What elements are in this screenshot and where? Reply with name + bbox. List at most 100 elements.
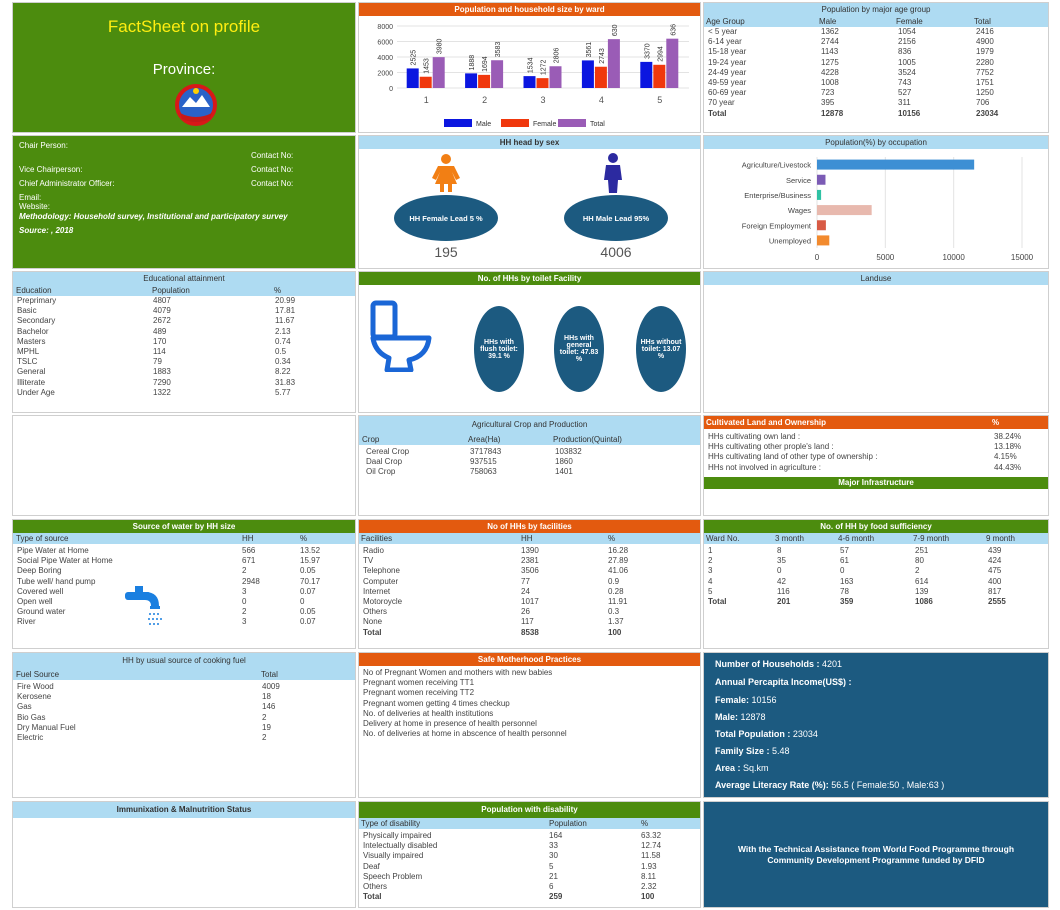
hh-head-panel: HH head by sex HH Female Lead 5 % HH Mal… (358, 135, 701, 269)
table-cell: 38.24% (994, 432, 1022, 441)
disability-panel: Population with disability Type of disab… (358, 801, 701, 908)
table-cell: 0.28 (608, 586, 624, 596)
table-cell: 3717843 (470, 447, 502, 456)
table-cell: 1275 (821, 57, 839, 67)
contact-label: Contact No: (251, 165, 294, 174)
table-cell: Under Age (17, 387, 55, 397)
table-cell: 70 year (708, 98, 735, 108)
table-cell: 2 (262, 712, 267, 722)
table-cell: 7752 (976, 67, 994, 77)
table-row: Illiterate 7290 31.83 (13, 378, 355, 388)
table-cell: 1.93 (641, 861, 657, 871)
table-cell: 937515 (470, 457, 497, 467)
table-cell: 2 (708, 556, 713, 566)
table-cell: 170 (153, 336, 167, 346)
bar (549, 66, 562, 88)
immunization-panel: Immunixation & Malnutrition Status (12, 801, 356, 908)
empty-panel (12, 415, 356, 516)
table-row: Deaf 5 1.93 (359, 862, 700, 872)
table-row: 4 42 163 614 400 (704, 577, 1048, 587)
table-cell: TSLC (17, 357, 38, 367)
table-cell: 80 (915, 556, 924, 566)
table-cell: 2 (915, 566, 920, 576)
website-label: Website: (19, 202, 50, 211)
legend-label: Female (533, 121, 556, 128)
table-row: Deep Boring 2 0.05 (13, 566, 355, 576)
data-label: 3370 (644, 43, 651, 59)
cao-label: Chief Administrator Officer: (19, 179, 115, 188)
table-cell: 3 (242, 617, 247, 627)
column-header: % (641, 819, 649, 828)
table-cell: 0.9 (608, 576, 620, 586)
table-cell: 139 (915, 586, 929, 596)
table-cell: 57 (840, 546, 849, 555)
table-cell: 100 (641, 892, 655, 902)
bar (465, 73, 478, 88)
table-cell: 489 (153, 326, 167, 336)
age-group-panel: Population by major age group Age Group … (703, 2, 1049, 133)
table-cell: 1086 (915, 596, 933, 606)
table-cell: Pregnant women receiving TT2 (363, 688, 475, 698)
table-cell: Visually impaired (363, 851, 424, 861)
vice-label: Vice Chairperson: (19, 165, 83, 174)
x-tick-label: 5 (657, 95, 662, 105)
table-cell: 11.58 (641, 851, 661, 861)
female-line: Female: 10156 (715, 695, 777, 705)
column-header: % (608, 534, 616, 543)
table-cell: Radio (363, 546, 384, 555)
table-row: Delivery at home in presence of health p… (359, 719, 700, 729)
female-count: 195 (434, 244, 458, 260)
column-header: Type of source (16, 534, 69, 543)
table-cell: 1390 (521, 546, 539, 555)
table-cell: 5.77 (275, 387, 291, 397)
table-cell: Speech Problem (363, 871, 423, 881)
panel-header: HH by usual source of cooking fuel (13, 653, 355, 669)
table-cell: 758063 (470, 467, 497, 477)
table-cell: 26 (521, 607, 530, 617)
table-cell: 0.5 (275, 346, 287, 356)
table-cell: Total (363, 627, 382, 637)
panel-header: Cultivated Land and Ownership % (704, 416, 1048, 429)
summary-panel: Number of Households : 4201 Annual Perca… (703, 652, 1049, 798)
table-cell: 117 (521, 617, 534, 627)
table-row: Pregnant women receiving TT2 (359, 688, 700, 698)
table-cell: Dry Manual Fuel (17, 722, 76, 732)
y-tick-label: Foreign Employment (742, 221, 812, 230)
table-row: 2 35 61 80 424 (704, 556, 1048, 566)
column-header: 7-9 month (913, 534, 950, 543)
bar (817, 159, 975, 170)
panel-header: Safe Motherhood Practices (359, 653, 700, 666)
table-row: TSLC 79 0.34 (13, 357, 355, 367)
panel-header: HH head by sex (359, 136, 700, 149)
table-cell: 6 (549, 881, 554, 891)
table-cell: 116 (777, 586, 790, 596)
column-header: HH (521, 534, 533, 543)
column-header: Crop (362, 435, 380, 444)
area-line: Area : Sq.km (715, 763, 769, 773)
table-cell: 4079 (153, 306, 171, 316)
table-cell: 424 (988, 556, 1002, 566)
y-tick-label: Agriculture/Livestock (742, 161, 811, 170)
table-cell: 1250 (976, 88, 994, 98)
column-header: Total (974, 17, 991, 26)
table-cell: 4900 (976, 37, 994, 47)
column-header: % (274, 286, 282, 295)
table-cell: 1 (708, 546, 713, 555)
water-tap-icon (125, 586, 162, 625)
table-cell: 2 (242, 566, 247, 576)
column-header: Age Group (706, 17, 745, 26)
table-cell: 0 (300, 596, 305, 606)
table-cell: Basic (17, 306, 37, 316)
table-cell: General (17, 367, 46, 377)
table-cell: 30 (549, 851, 558, 861)
emblem-icon (175, 84, 217, 126)
table-cell: 1979 (976, 47, 994, 57)
table-row: Kerosene 18 (13, 692, 355, 702)
male-line: Male: 12878 (715, 712, 766, 722)
table-cell: 163 (840, 576, 854, 586)
table-row: Masters 170 0.74 (13, 337, 355, 347)
table-cell: 4009 (262, 682, 280, 691)
bar (594, 66, 607, 88)
table-cell: 1008 (821, 77, 839, 87)
panel-header: No. of HHs by toilet Facility (359, 272, 700, 285)
